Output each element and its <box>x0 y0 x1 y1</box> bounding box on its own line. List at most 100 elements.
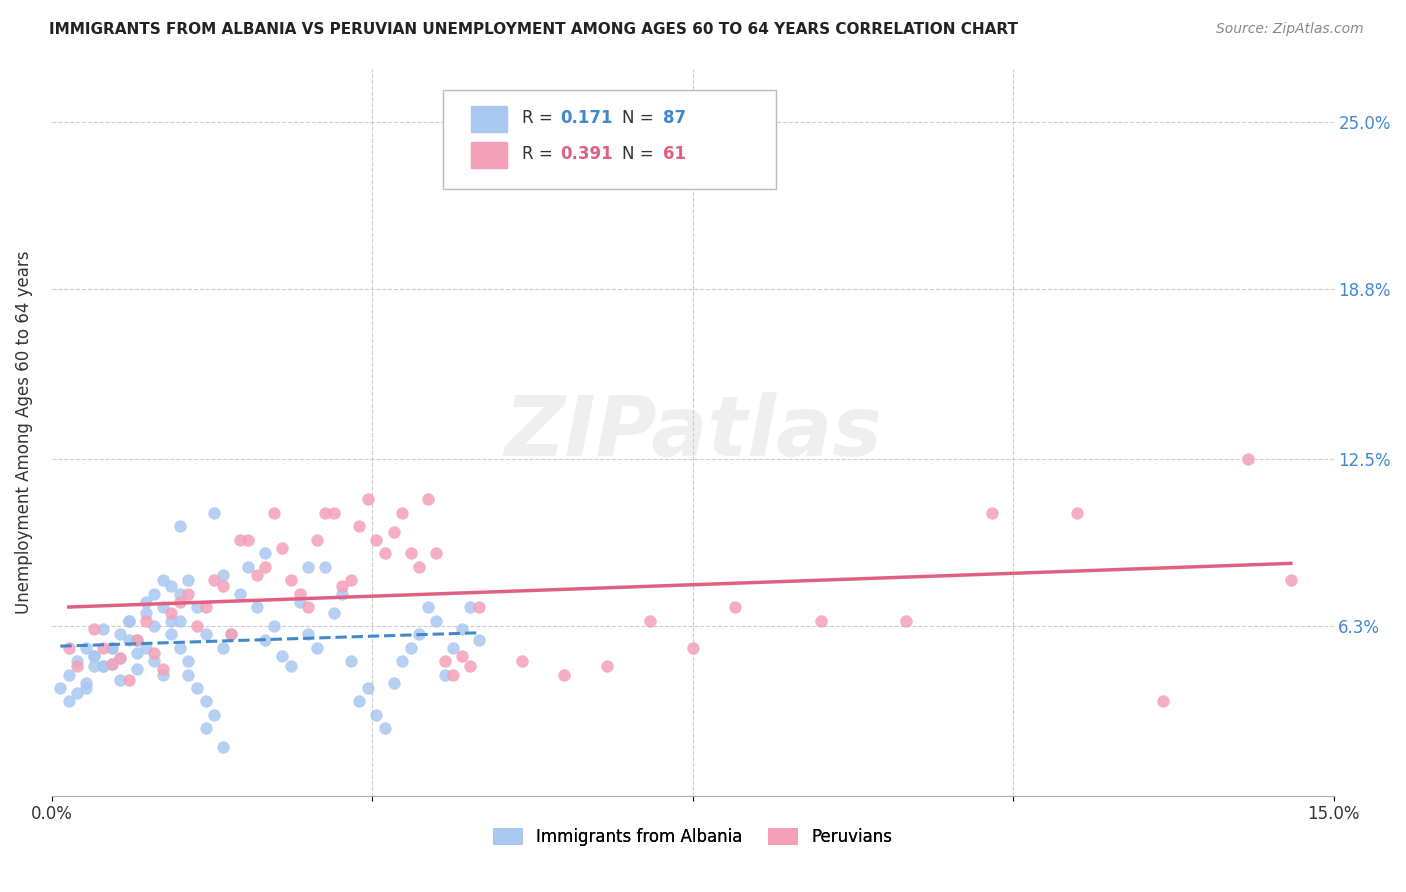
Point <box>399 640 422 655</box>
Text: R =: R = <box>522 145 558 163</box>
Point <box>202 506 225 520</box>
Point <box>349 694 371 708</box>
Text: Source: ZipAtlas.com: Source: ZipAtlas.com <box>1216 22 1364 37</box>
Point <box>127 662 149 676</box>
Point <box>91 659 114 673</box>
Point <box>1152 694 1174 708</box>
Point <box>211 640 233 655</box>
Point <box>177 667 200 681</box>
Text: IMMIGRANTS FROM ALBANIA VS PERUVIAN UNEMPLOYMENT AMONG AGES 60 TO 64 YEARS CORRE: IMMIGRANTS FROM ALBANIA VS PERUVIAN UNEM… <box>49 22 1018 37</box>
Point <box>349 519 371 533</box>
Point <box>83 659 105 673</box>
Point <box>391 506 413 520</box>
Point <box>330 587 353 601</box>
Point <box>451 622 474 636</box>
Point <box>305 533 328 547</box>
Point <box>66 686 89 700</box>
Point <box>441 640 464 655</box>
Point <box>254 559 277 574</box>
Point <box>143 587 166 601</box>
Point <box>441 667 464 681</box>
Point <box>246 567 269 582</box>
Point <box>1279 574 1302 588</box>
Y-axis label: Unemployment Among Ages 60 to 64 years: Unemployment Among Ages 60 to 64 years <box>15 251 32 614</box>
Point <box>460 659 482 673</box>
Point <box>118 632 141 647</box>
Point <box>433 667 456 681</box>
Point <box>416 492 439 507</box>
Point <box>810 614 832 628</box>
Point <box>169 640 191 655</box>
Point <box>160 627 183 641</box>
Point <box>75 681 97 695</box>
Point <box>238 559 260 574</box>
Point <box>357 492 380 507</box>
Point <box>83 648 105 663</box>
Point <box>100 640 122 655</box>
Point <box>382 675 405 690</box>
Point <box>100 657 122 671</box>
Point <box>280 574 302 588</box>
Bar <box>471 142 506 169</box>
Point <box>297 627 319 641</box>
Point <box>280 659 302 673</box>
Point <box>596 659 619 673</box>
Point <box>229 587 252 601</box>
Text: 61: 61 <box>664 145 686 163</box>
Point <box>314 506 336 520</box>
Point <box>186 619 208 633</box>
Point <box>219 627 242 641</box>
Point <box>460 600 482 615</box>
Point <box>374 722 396 736</box>
Point <box>108 673 131 687</box>
Point <box>108 627 131 641</box>
Text: R =: R = <box>522 109 558 127</box>
Point <box>638 614 661 628</box>
Point <box>553 667 575 681</box>
Point <box>160 606 183 620</box>
Point <box>202 574 225 588</box>
Point <box>135 640 157 655</box>
Point <box>211 740 233 755</box>
Point <box>468 632 491 647</box>
Point <box>366 708 388 723</box>
Legend: Immigrants from Albania, Peruvians: Immigrants from Albania, Peruvians <box>486 822 898 853</box>
Point <box>66 659 89 673</box>
Point <box>433 654 456 668</box>
Point <box>143 619 166 633</box>
Point <box>160 579 183 593</box>
Point <box>366 533 388 547</box>
Point <box>91 659 114 673</box>
Point <box>340 574 363 588</box>
Point <box>510 654 533 668</box>
Point <box>271 541 294 555</box>
Point <box>288 595 311 609</box>
Text: N =: N = <box>621 109 659 127</box>
Point <box>108 651 131 665</box>
Text: 0.391: 0.391 <box>561 145 613 163</box>
Point <box>118 673 141 687</box>
Point <box>91 622 114 636</box>
Text: ZIPatlas: ZIPatlas <box>503 392 882 473</box>
Point <box>416 600 439 615</box>
Point <box>160 614 183 628</box>
Point <box>391 654 413 668</box>
Point <box>408 627 430 641</box>
Point <box>297 559 319 574</box>
Point <box>152 574 174 588</box>
Point <box>980 506 1002 520</box>
Point <box>58 640 80 655</box>
Point <box>135 614 157 628</box>
Point <box>1237 452 1260 467</box>
Text: N =: N = <box>621 145 659 163</box>
Point <box>322 606 344 620</box>
Point <box>330 579 353 593</box>
Point <box>186 681 208 695</box>
Point <box>194 694 217 708</box>
Point <box>254 546 277 560</box>
Point <box>468 600 491 615</box>
Point <box>297 600 319 615</box>
Point <box>135 606 157 620</box>
Point <box>374 546 396 560</box>
Point <box>263 506 285 520</box>
